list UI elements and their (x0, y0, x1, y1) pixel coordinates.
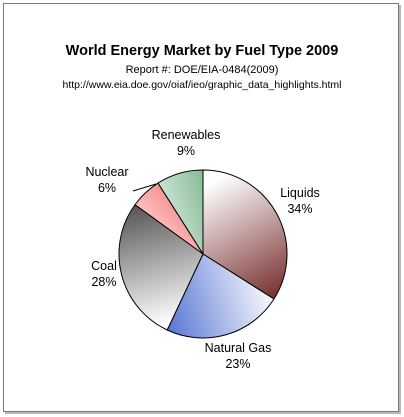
chart-subtitle: Report #: DOE/EIA-0484(2009) (125, 64, 279, 76)
slice-label-natural-gas: Natural Gas (205, 341, 272, 355)
slice-label-liquids: Liquids (280, 186, 320, 200)
slice-value-renewables: 9% (177, 144, 195, 158)
pie-slice-natural-gas (166, 253, 275, 339)
slice-label-coal: Coal (91, 259, 117, 273)
slice-value-natural-gas: 23% (225, 357, 250, 371)
slice-value-coal: 28% (91, 275, 116, 289)
slice-value-liquids: 34% (287, 202, 312, 216)
chart-source: http://www.eia.doe.gov/oiaf/ieo/graphic_… (62, 79, 342, 91)
slice-label-nuclear: Nuclear (85, 165, 128, 179)
nuclear-leader-line (132, 183, 157, 192)
slice-label-renewables: Renewables (152, 128, 221, 142)
chart-title: World Energy Market by Fuel Type 2009 (65, 43, 339, 59)
pie-slice-coal (118, 203, 204, 331)
slice-value-nuclear: 6% (98, 181, 116, 195)
pie-slice-renewables (157, 169, 204, 256)
